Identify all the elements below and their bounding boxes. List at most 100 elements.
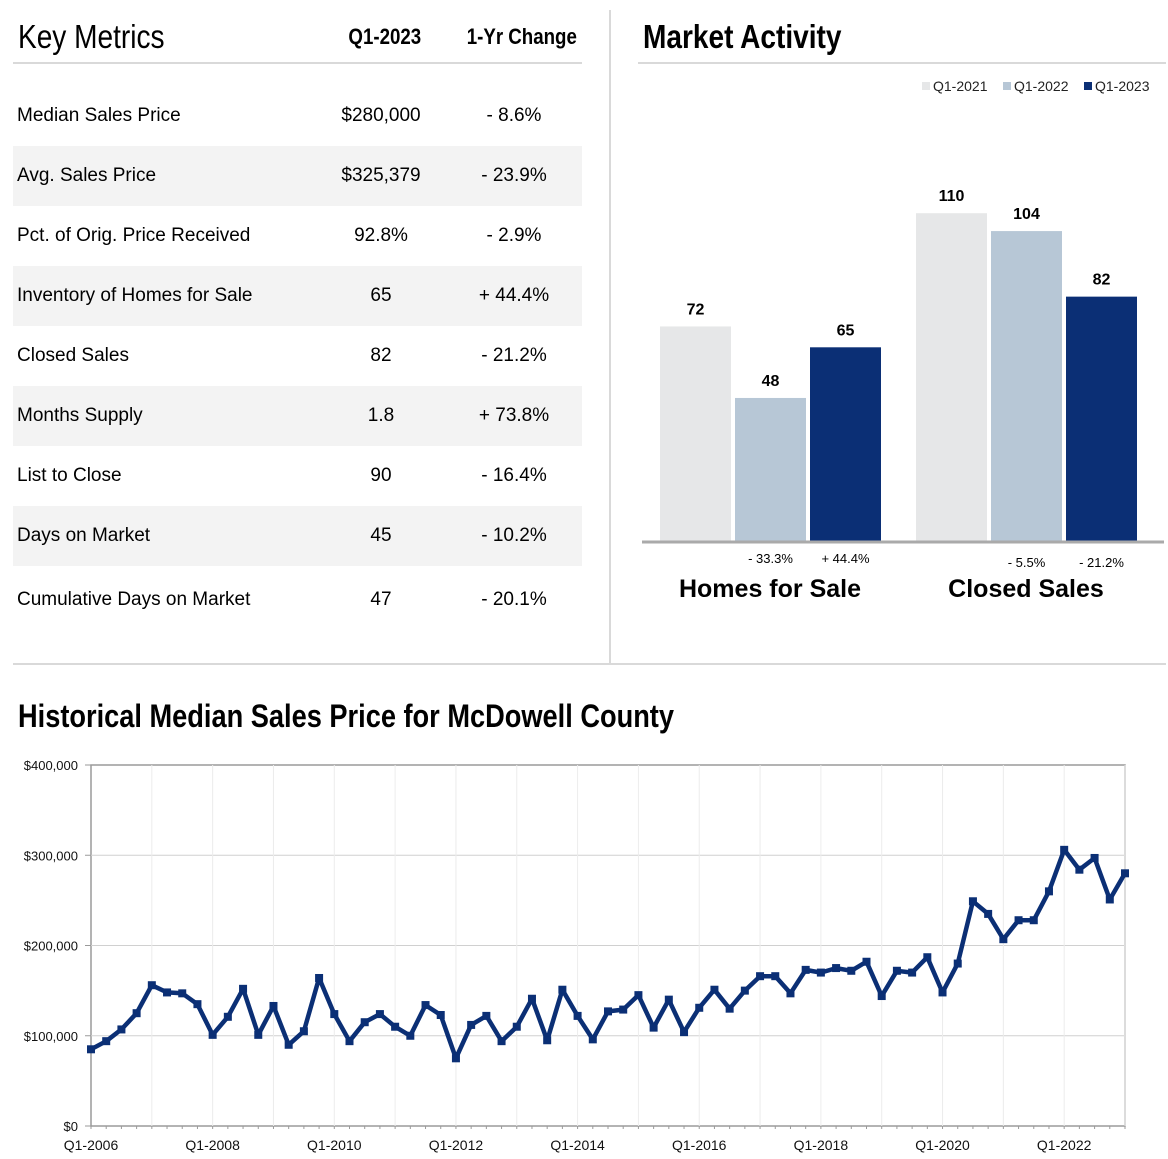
category-label: Closed Sales bbox=[948, 575, 1104, 603]
data-point bbox=[953, 959, 962, 968]
change-label: - 21.2% bbox=[1079, 555, 1124, 570]
data-point bbox=[436, 1010, 445, 1019]
data-point bbox=[604, 1007, 612, 1016]
data-point bbox=[634, 991, 643, 1000]
data-point bbox=[756, 972, 765, 981]
bar bbox=[735, 397, 806, 541]
x-tick-label: Q1-2010 bbox=[307, 1137, 362, 1153]
data-point bbox=[223, 1012, 232, 1021]
data-point bbox=[451, 1054, 460, 1063]
metric-value: 1.8 bbox=[367, 405, 395, 426]
data-point bbox=[832, 964, 841, 973]
column-header-period: Q1-2023 bbox=[348, 24, 422, 49]
key-metrics-panel: Key Metrics Q1-2023 1-Yr Change Median S… bbox=[13, 10, 582, 610]
metric-label: Inventory of Homes for Sale bbox=[17, 285, 253, 306]
metric-change: - 20.1% bbox=[481, 589, 547, 610]
bar-value-label: 82 bbox=[1093, 272, 1111, 289]
data-point bbox=[984, 909, 993, 918]
x-tick-label: Q1-2006 bbox=[64, 1137, 119, 1153]
data-point bbox=[178, 989, 187, 998]
y-tick-label: $100,000 bbox=[24, 1029, 78, 1044]
table-row: Closed Sales 82 - 21.2% bbox=[13, 326, 582, 386]
data-point bbox=[330, 1010, 339, 1019]
x-tick-label: Q1-2020 bbox=[915, 1137, 970, 1153]
historical-title: Historical Median Sales Price for McDowe… bbox=[18, 698, 674, 734]
data-point bbox=[771, 972, 780, 981]
y-tick-label: $300,000 bbox=[24, 848, 78, 863]
table-row: List to Close 90 - 16.4% bbox=[13, 446, 582, 506]
data-point bbox=[558, 985, 567, 994]
table-row: Months Supply 1.8 + 73.8% bbox=[13, 386, 582, 446]
data-point bbox=[1121, 869, 1129, 878]
data-point bbox=[664, 995, 673, 1004]
change-label: - 5.5% bbox=[1008, 555, 1046, 570]
data-point bbox=[512, 1022, 521, 1031]
data-point bbox=[816, 968, 825, 977]
metric-label: Pct. of Orig. Price Received bbox=[17, 225, 251, 246]
y-tick-label: $0 bbox=[64, 1119, 78, 1134]
data-point bbox=[87, 1045, 95, 1054]
data-point bbox=[299, 1027, 308, 1036]
category-label: Homes for Sale bbox=[679, 575, 861, 603]
bar bbox=[1066, 296, 1137, 541]
data-point bbox=[1075, 865, 1084, 874]
data-point bbox=[102, 1037, 111, 1046]
data-point bbox=[315, 973, 324, 982]
key-metrics-header: Key Metrics Q1-2023 1-Yr Change bbox=[13, 10, 582, 64]
bar-value-label: 48 bbox=[762, 373, 780, 390]
data-point bbox=[208, 1030, 217, 1039]
table-row: Inventory of Homes for Sale 65 + 44.4% bbox=[13, 266, 582, 326]
data-point bbox=[847, 966, 856, 975]
data-point bbox=[193, 1000, 202, 1009]
data-point bbox=[999, 935, 1008, 944]
metric-value: $280,000 bbox=[341, 105, 421, 126]
x-tick-label: Q1-2022 bbox=[1037, 1137, 1092, 1153]
historical-price-chart: $0 $100,000 $200,000 $300,000 $400,000 Q1-200… bbox=[24, 758, 1129, 1153]
data-point bbox=[1014, 916, 1023, 925]
data-point bbox=[908, 968, 917, 977]
data-point bbox=[360, 1018, 369, 1027]
median-price-line bbox=[89, 847, 1127, 1061]
bar-value-label: 65 bbox=[837, 322, 855, 339]
data-point bbox=[968, 897, 977, 906]
metric-value: 65 bbox=[370, 285, 392, 306]
data-point bbox=[786, 989, 795, 998]
data-point bbox=[269, 1001, 278, 1010]
table-row: Pct. of Orig. Price Received 92.8% - 2.9% bbox=[13, 206, 582, 266]
data-point bbox=[391, 1022, 400, 1031]
data-point bbox=[163, 988, 172, 997]
data-point bbox=[1105, 895, 1114, 904]
metric-change: - 23.9% bbox=[481, 165, 547, 186]
table-row: Days on Market 45 - 10.2% bbox=[13, 506, 582, 566]
bar-value-label: 72 bbox=[687, 301, 705, 318]
x-tick-label: Q1-2012 bbox=[429, 1137, 484, 1153]
x-tick-label: Q1-2018 bbox=[794, 1137, 849, 1153]
data-point bbox=[862, 957, 871, 966]
data-point bbox=[1060, 845, 1069, 854]
data-point bbox=[543, 1036, 552, 1045]
metric-value: 90 bbox=[370, 465, 392, 486]
metric-change: - 8.6% bbox=[486, 105, 542, 126]
market-activity-title: Market Activity bbox=[643, 18, 842, 55]
bar bbox=[810, 347, 881, 541]
metric-value: 45 bbox=[370, 525, 392, 546]
data-point bbox=[801, 965, 810, 974]
change-label: - 33.3% bbox=[748, 551, 793, 566]
data-point bbox=[345, 1037, 354, 1046]
x-tick-label: Q1-2016 bbox=[672, 1137, 727, 1153]
data-point bbox=[239, 984, 248, 993]
key-metrics-table: Median Sales Price $280,000 - 8.6% Avg. Sal… bbox=[13, 86, 582, 626]
data-point bbox=[527, 994, 536, 1003]
metric-label: Months Supply bbox=[17, 405, 143, 426]
horizontal-divider bbox=[13, 663, 1166, 665]
market-activity-header: Market Activity bbox=[638, 10, 1166, 64]
legend-label: Q1-2022 bbox=[1014, 78, 1069, 94]
data-point bbox=[649, 1023, 658, 1032]
data-point bbox=[117, 1025, 126, 1034]
x-tick-label: Q1-2008 bbox=[185, 1137, 240, 1153]
metric-label: Closed Sales bbox=[17, 345, 129, 366]
column-header-change: 1-Yr Change bbox=[466, 24, 577, 49]
data-point bbox=[680, 1028, 689, 1037]
metric-change: + 44.4% bbox=[478, 285, 550, 306]
data-point bbox=[132, 1009, 141, 1018]
